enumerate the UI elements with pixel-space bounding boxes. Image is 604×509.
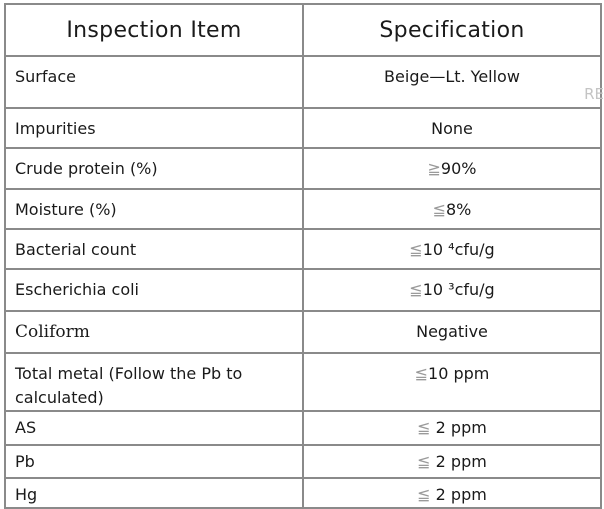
inspection-item: Surface (4, 55, 304, 109)
table-row: Crude protein (%) ≧90% (4, 147, 602, 190)
inspection-item: Moisture (%) (4, 188, 304, 230)
spec-text: 10 ppm (428, 364, 490, 383)
spec-text: 2 ppm (430, 418, 487, 437)
comparison-symbol: ≦ (417, 485, 431, 504)
table-row: Coliform Negative (4, 310, 602, 354)
specification-value: ≦10 ³cfu/g (302, 268, 602, 312)
comparison-symbol: ≦ (432, 200, 446, 219)
header-specification: Specification (302, 3, 602, 57)
spec-text: None (431, 119, 473, 138)
specification-value: ≦10 ⁴cfu/g (302, 228, 602, 270)
table-row: Total metal (Follow the Pb to calculated… (4, 352, 602, 412)
inspection-item: Crude protein (%) (4, 147, 304, 190)
table-row: Moisture (%) ≦8% (4, 188, 602, 230)
specification-table: Inspection Item Specification Surface Bei… (4, 3, 602, 509)
spec-text: 10 ⁴cfu/g (422, 240, 495, 259)
table-row: Impurities None (4, 107, 602, 149)
inspection-item: Coliform (4, 310, 304, 354)
spec-text: Beige—Lt. Yellow (384, 67, 520, 86)
specification-value: ≧90% (302, 147, 602, 190)
comparison-symbol: ≦ (409, 240, 423, 259)
table-row: Hg ≦ 2 ppm (4, 477, 602, 509)
inspection-item: Impurities (4, 107, 304, 149)
watermark: RE (584, 85, 604, 103)
specification-value: ≦10 ppm (302, 352, 602, 412)
header-row: Inspection Item Specification (4, 3, 602, 57)
inspection-item: Pb (4, 444, 304, 479)
comparison-symbol: ≦ (417, 418, 431, 437)
spec-text: 10 ³cfu/g (422, 280, 495, 299)
inspection-item: Hg (4, 477, 304, 509)
inspection-item: AS (4, 410, 304, 446)
comparison-symbol: ≦ (409, 280, 423, 299)
table-row: Surface Beige—Lt. Yellow (4, 55, 602, 109)
table-row: Bacterial count ≦10 ⁴cfu/g (4, 228, 602, 270)
specification-value: None (302, 107, 602, 149)
specification-value: ≦ 2 ppm (302, 477, 602, 509)
spec-text: 90% (440, 159, 477, 178)
specification-value: ≦ 2 ppm (302, 410, 602, 446)
table-row: Pb ≦ 2 ppm (4, 444, 602, 479)
inspection-item: Total metal (Follow the Pb to calculated… (4, 352, 304, 412)
specification-value: ≦ 2 ppm (302, 444, 602, 479)
inspection-item: Bacterial count (4, 228, 304, 270)
comparison-symbol: ≦ (417, 452, 431, 471)
comparison-symbol: ≧ (427, 159, 441, 178)
specification-value: Negative (302, 310, 602, 354)
inspection-item: Escherichia coli (4, 268, 304, 312)
table-row: Escherichia coli ≦10 ³cfu/g (4, 268, 602, 312)
header-inspection-item: Inspection Item (4, 3, 304, 57)
comparison-symbol: ≦ (414, 364, 429, 383)
spec-text: 2 ppm (430, 485, 487, 504)
specification-value: ≦8% (302, 188, 602, 230)
table-row: AS ≦ 2 ppm (4, 410, 602, 446)
spec-text: 2 ppm (430, 452, 487, 471)
spec-text: 8% (446, 200, 472, 219)
specification-value: Beige—Lt. Yellow (302, 55, 602, 109)
spec-text: Negative (416, 322, 488, 341)
